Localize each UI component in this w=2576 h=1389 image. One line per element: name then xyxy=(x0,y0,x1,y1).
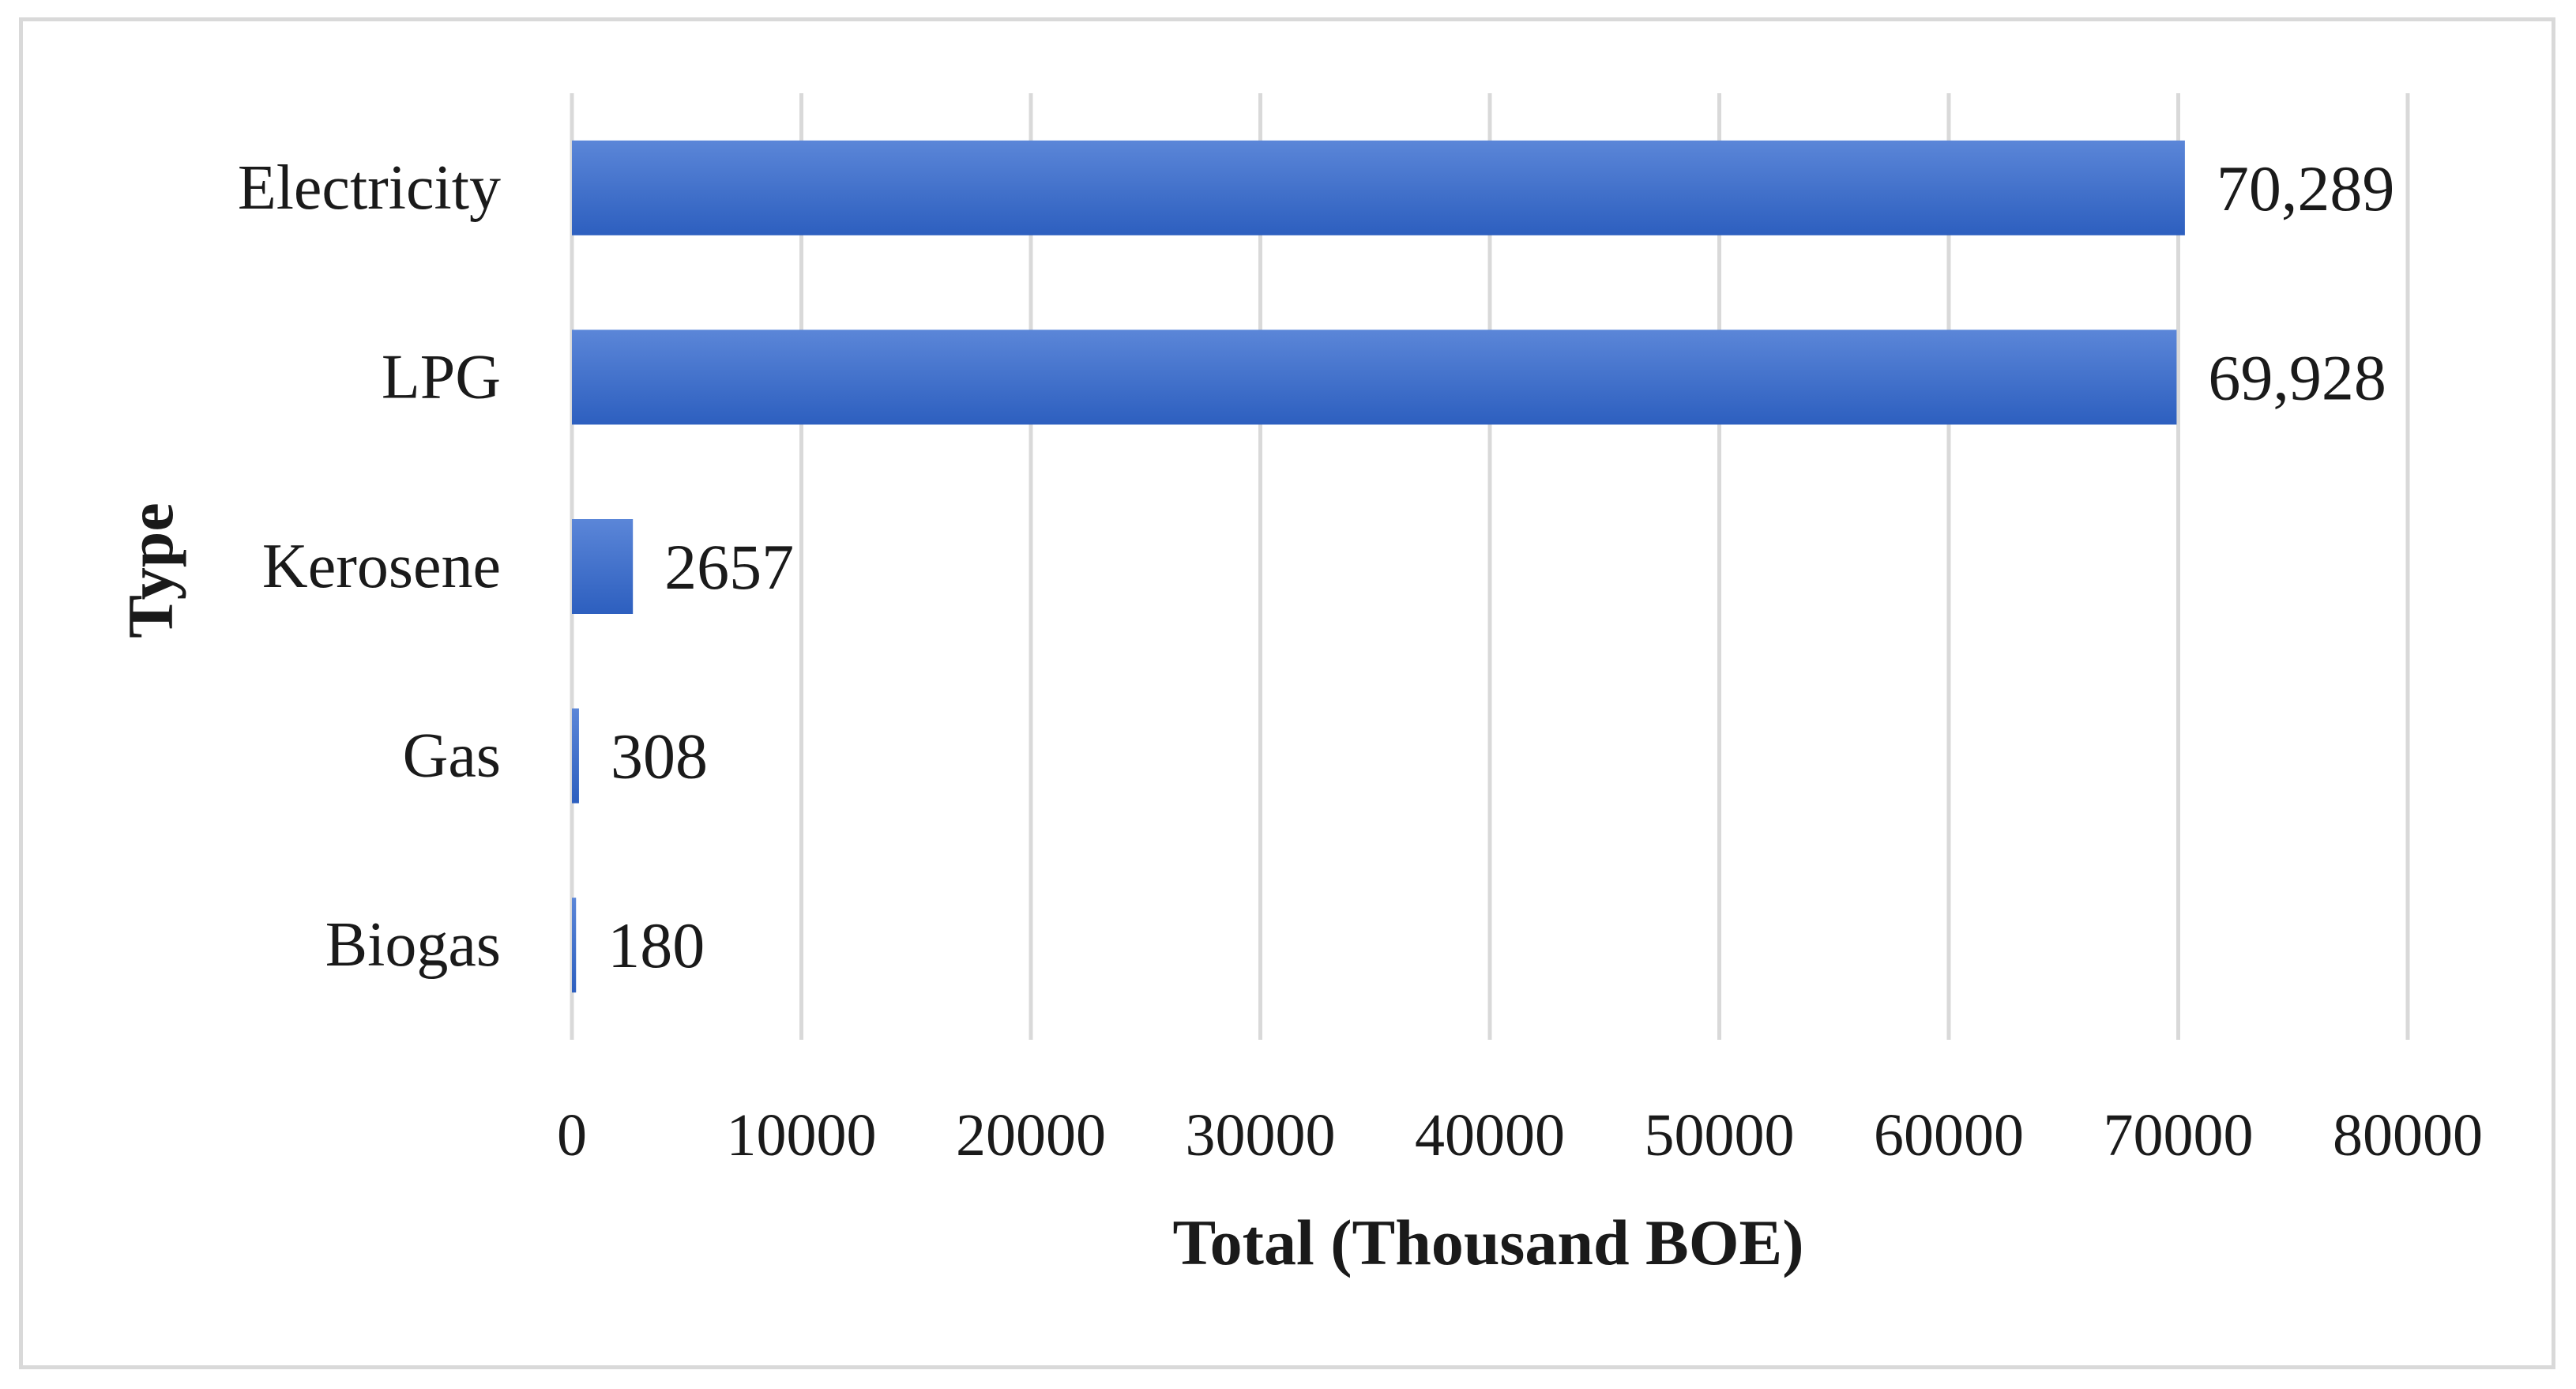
x-tick-label: 0 xyxy=(557,1102,587,1169)
x-tick-label: 80000 xyxy=(2333,1102,2483,1169)
category-label-electricity: Electricity xyxy=(238,153,501,223)
data-label-lpg: 69,928 xyxy=(2208,341,2386,413)
category-labels: Electricity LPG Kerosene Gas Biogas xyxy=(238,153,501,980)
x-axis-title: Total (Thousand BOE) xyxy=(1172,1206,1803,1278)
x-tick-label: 30000 xyxy=(1186,1102,1336,1169)
data-label-gas: 308 xyxy=(611,721,708,792)
bar-electricity xyxy=(572,140,2185,235)
x-tick-label: 10000 xyxy=(727,1102,877,1169)
data-labels: 70,289 69,928 2657 308 180 xyxy=(607,152,2394,981)
data-label-electricity: 70,289 xyxy=(2217,152,2395,224)
x-tick-labels: 0 10000 20000 30000 40000 50000 60000 70000 8000… xyxy=(557,1102,2483,1169)
category-label-lpg: LPG xyxy=(382,342,501,412)
category-label-gas: Gas xyxy=(403,721,501,791)
x-tick-label: 60000 xyxy=(1874,1102,2024,1169)
bar-biogas xyxy=(572,898,577,993)
bar-lpg xyxy=(572,329,2177,425)
y-axis-title: Type xyxy=(115,503,186,638)
x-tick-label: 70000 xyxy=(2104,1102,2254,1169)
data-label-kerosene: 2657 xyxy=(664,531,794,603)
bars xyxy=(572,140,2185,993)
chart-frame xyxy=(19,17,2555,1369)
category-label-biogas: Biogas xyxy=(325,910,501,980)
gridlines xyxy=(570,93,2410,1040)
bar-kerosene xyxy=(572,519,634,614)
x-tick-label: 40000 xyxy=(1415,1102,1565,1169)
data-label-biogas: 180 xyxy=(607,909,705,981)
category-label-kerosene: Kerosene xyxy=(262,532,501,601)
x-tick-label: 50000 xyxy=(1645,1102,1795,1169)
x-tick-label: 20000 xyxy=(956,1102,1106,1169)
bar-gas xyxy=(572,708,579,804)
